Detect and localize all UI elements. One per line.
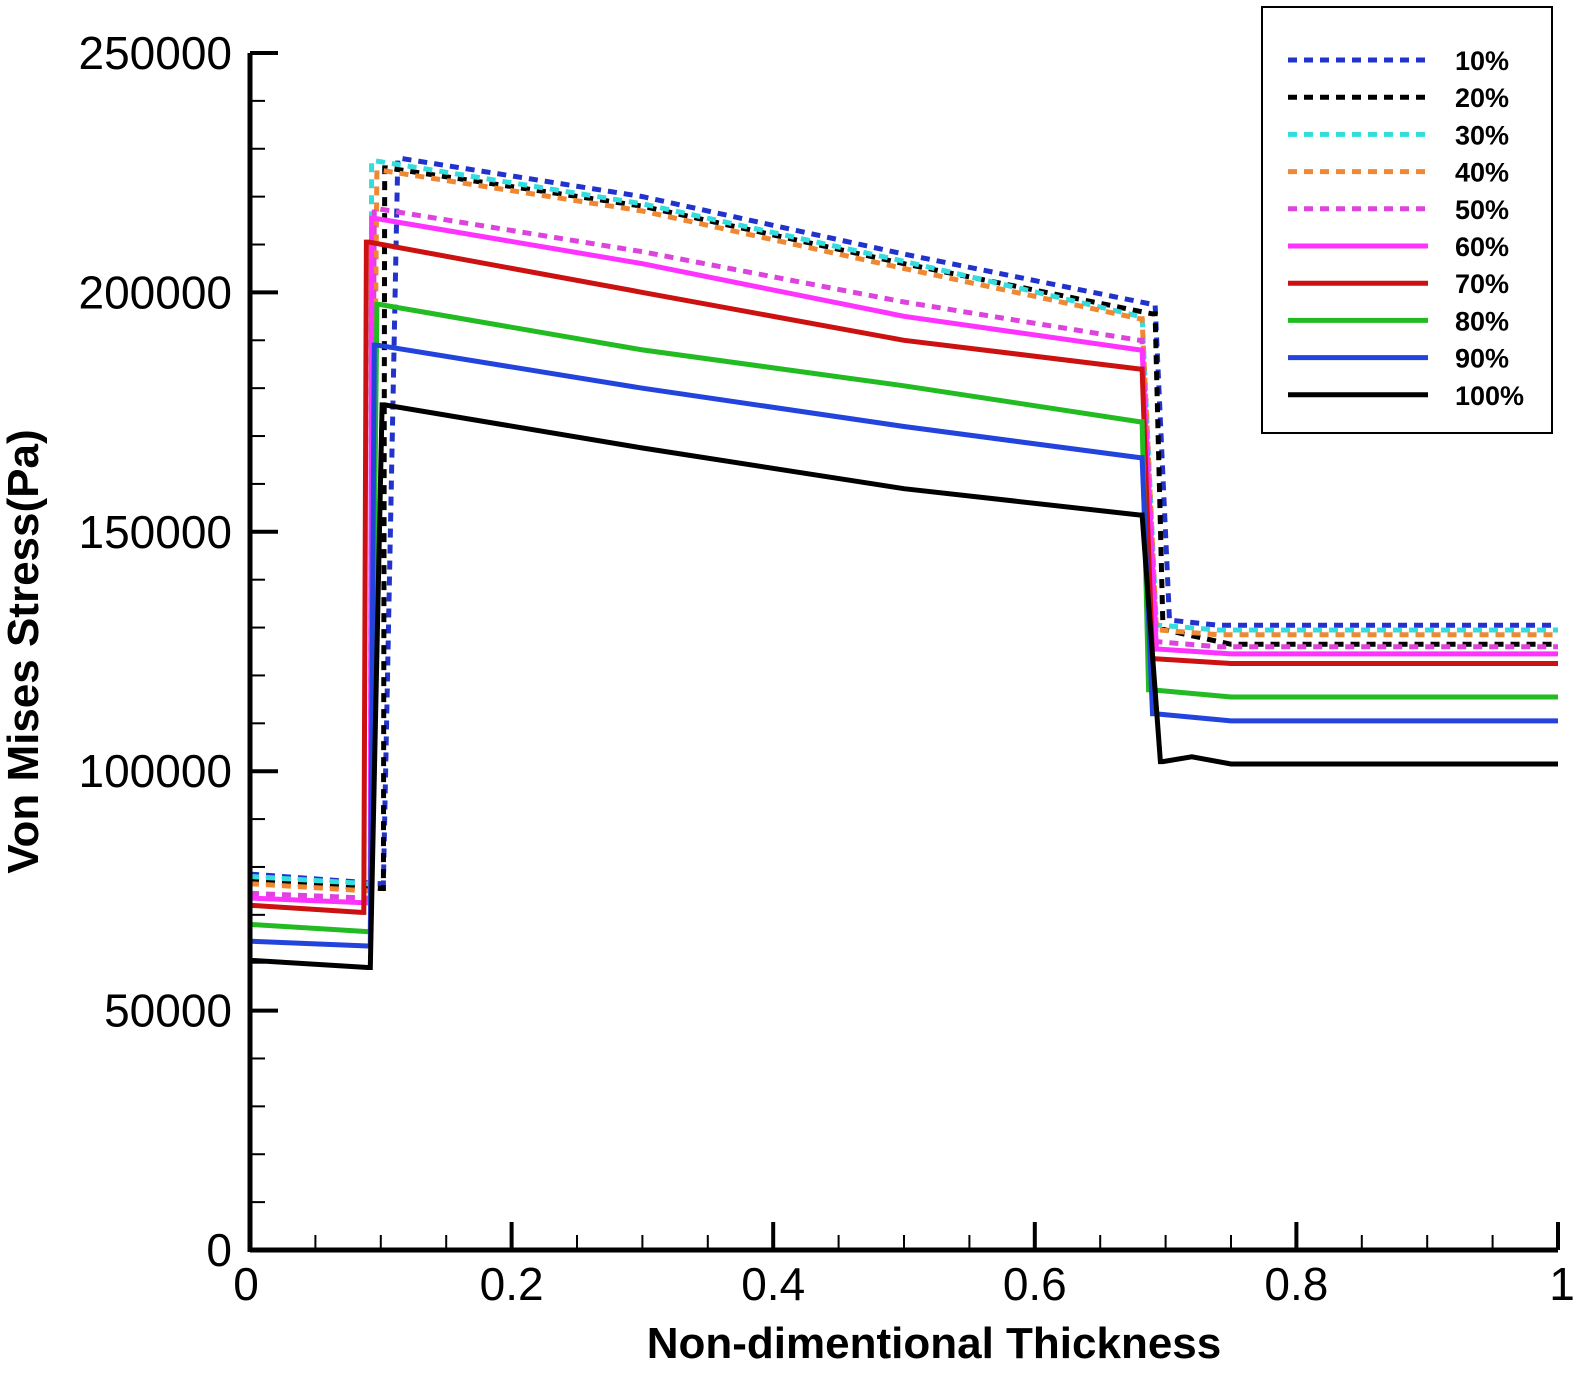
y-tick-label: 150000 (79, 506, 233, 558)
y-axis-title: Von Mises Stress(Pa) (0, 429, 48, 873)
legend-label: 30% (1455, 120, 1509, 150)
x-tick-label: 0.2 (480, 1258, 544, 1310)
y-tick-label: 50000 (104, 985, 232, 1037)
y-tick-label: 0 (206, 1224, 232, 1276)
axes (247, 53, 1558, 1253)
series-line-100pct (249, 402, 1558, 970)
legend-box (1261, 6, 1553, 434)
y-tick-label: 250000 (79, 27, 233, 79)
legend-label: 80% (1455, 306, 1509, 336)
legend: 10% 20% 30% 40% 50% 60% 70% 80% 90% 100% (1261, 6, 1553, 434)
legend-label: 90% (1455, 344, 1509, 374)
legend-label: 70% (1455, 269, 1509, 299)
x-tick-label: 0 (233, 1258, 259, 1310)
x-tick-label: 0.4 (741, 1258, 805, 1310)
x-axis-title: Non-dimentional Thickness (647, 1319, 1222, 1368)
legend-label: 60% (1455, 232, 1509, 262)
legend-label: 50% (1455, 195, 1509, 225)
legend-label: 40% (1455, 158, 1509, 188)
x-tick-label: 1 (1549, 1258, 1575, 1310)
y-tick-label: 200000 (79, 266, 233, 318)
x-tick-label: 0.8 (1264, 1258, 1328, 1310)
y-tick-label: 100000 (79, 745, 233, 797)
x-tick-label: 0.6 (1003, 1258, 1067, 1310)
legend-label: 10% (1455, 46, 1509, 76)
legend-label: 20% (1455, 83, 1509, 113)
tick-labels: 0 0.2 0.4 0.6 0.8 1 0 50000 100000 150000 200000 25… (79, 27, 1575, 1310)
legend-label: 100% (1455, 381, 1524, 411)
plot-area (249, 155, 1558, 970)
series-line-10pct (249, 155, 1558, 887)
